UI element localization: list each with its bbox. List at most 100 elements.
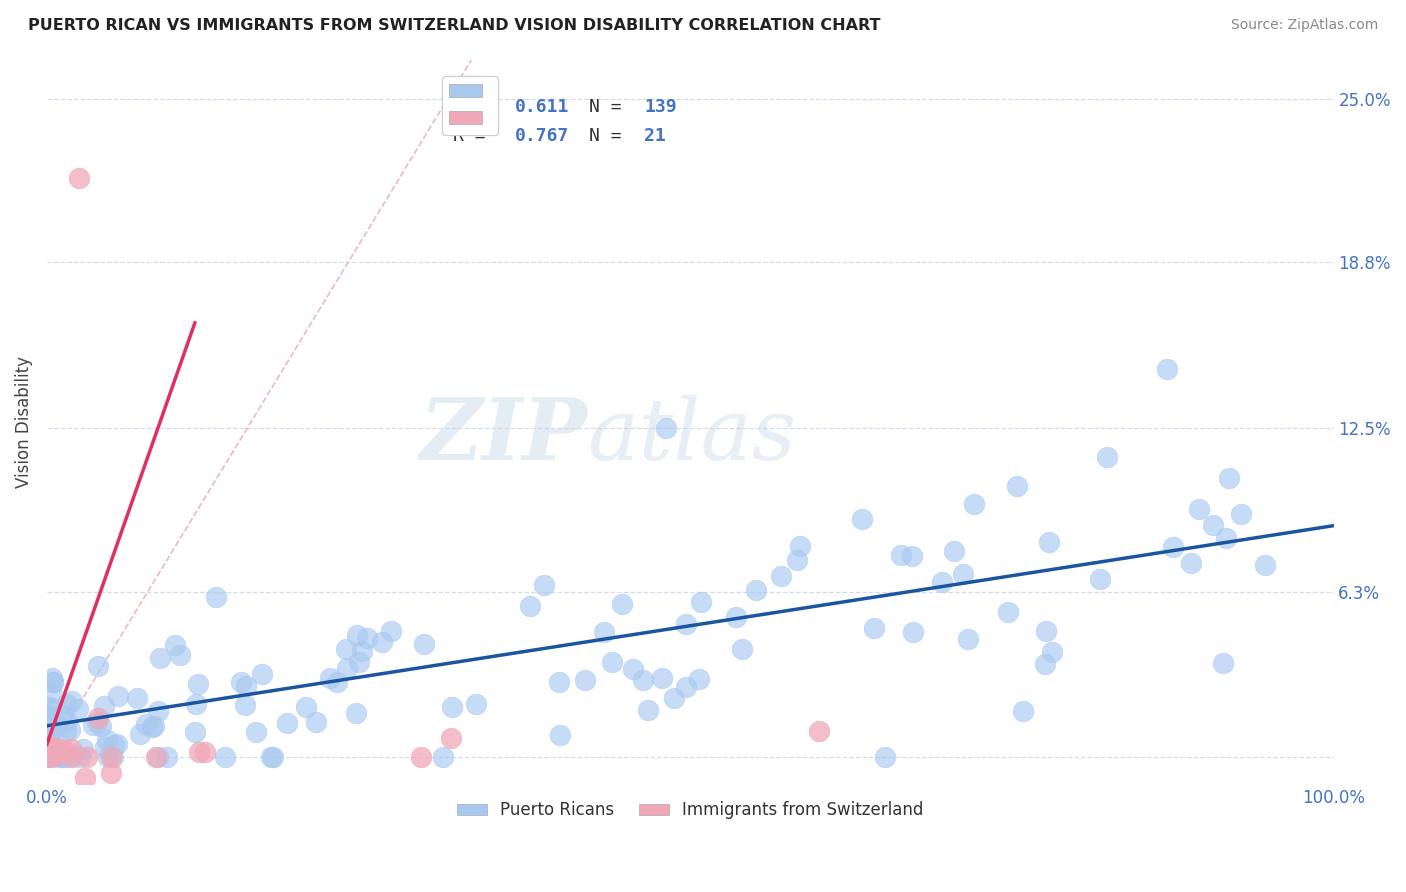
Point bbox=[156, 750, 179, 764]
Point bbox=[1202, 517, 1225, 532]
Point bbox=[1090, 572, 1112, 586]
Point bbox=[53, 748, 76, 763]
Point bbox=[1253, 558, 1275, 573]
Point bbox=[214, 750, 236, 764]
Point bbox=[1230, 507, 1253, 521]
Point bbox=[1012, 704, 1035, 718]
Point bbox=[548, 728, 571, 742]
Point bbox=[731, 642, 754, 657]
Point bbox=[851, 512, 873, 526]
Point bbox=[931, 575, 953, 590]
Point bbox=[87, 711, 110, 725]
Text: 0.611: 0.611 bbox=[515, 97, 569, 116]
Point bbox=[533, 578, 555, 592]
Point bbox=[347, 655, 370, 669]
Point bbox=[56, 750, 79, 764]
Point bbox=[72, 742, 94, 756]
Point bbox=[37, 750, 59, 764]
Point bbox=[1188, 501, 1211, 516]
Point bbox=[39, 727, 62, 741]
Point bbox=[148, 651, 170, 665]
Point bbox=[745, 582, 768, 597]
Point bbox=[86, 714, 108, 729]
Point bbox=[631, 673, 654, 688]
Point bbox=[101, 750, 124, 764]
Point bbox=[42, 675, 65, 690]
Point bbox=[44, 740, 66, 755]
Point bbox=[93, 698, 115, 713]
Text: N =: N = bbox=[589, 97, 633, 116]
Text: PUERTO RICAN VS IMMIGRANTS FROM SWITZERLAND VISION DISABILITY CORRELATION CHART: PUERTO RICAN VS IMMIGRANTS FROM SWITZERL… bbox=[28, 18, 880, 33]
Point bbox=[319, 671, 342, 685]
Text: 21: 21 bbox=[644, 127, 665, 145]
Point bbox=[60, 694, 83, 708]
Text: Source: ZipAtlas.com: Source: ZipAtlas.com bbox=[1230, 18, 1378, 32]
Point bbox=[229, 675, 252, 690]
Point bbox=[1212, 657, 1234, 671]
Point bbox=[245, 725, 267, 739]
Point bbox=[621, 662, 644, 676]
Point bbox=[100, 749, 122, 764]
Point bbox=[41, 672, 63, 686]
Point bbox=[49, 750, 72, 764]
Point bbox=[1038, 534, 1060, 549]
Point bbox=[1005, 479, 1028, 493]
Point bbox=[37, 750, 59, 764]
Point bbox=[42, 674, 65, 689]
Point bbox=[1180, 556, 1202, 570]
Point bbox=[187, 745, 209, 759]
Point bbox=[807, 724, 830, 739]
Point bbox=[148, 704, 170, 718]
Point bbox=[56, 714, 79, 728]
Point bbox=[235, 679, 257, 693]
Point bbox=[146, 750, 169, 764]
Point bbox=[184, 725, 207, 739]
Point bbox=[675, 681, 697, 695]
Point bbox=[38, 729, 60, 743]
Point bbox=[41, 750, 63, 764]
Point bbox=[38, 700, 60, 714]
Y-axis label: Vision Disability: Vision Disability bbox=[15, 356, 32, 488]
Point bbox=[87, 659, 110, 673]
Point bbox=[262, 750, 284, 764]
Text: N =: N = bbox=[589, 127, 633, 145]
Point bbox=[67, 171, 90, 186]
Point bbox=[145, 749, 167, 764]
Point bbox=[1033, 657, 1056, 672]
Point bbox=[105, 737, 128, 751]
Point bbox=[103, 739, 125, 753]
Point bbox=[1040, 645, 1063, 659]
Point bbox=[655, 421, 678, 435]
Point bbox=[135, 717, 157, 731]
Text: ZIP: ZIP bbox=[419, 394, 588, 478]
Point bbox=[962, 497, 984, 511]
Point bbox=[141, 720, 163, 734]
Point bbox=[169, 648, 191, 662]
Point bbox=[1156, 361, 1178, 376]
Point bbox=[94, 739, 117, 754]
Point bbox=[592, 624, 614, 639]
Point bbox=[952, 566, 974, 581]
Point bbox=[59, 741, 82, 756]
Point bbox=[903, 625, 925, 640]
Point bbox=[59, 723, 82, 738]
Point bbox=[336, 661, 359, 675]
Point bbox=[997, 605, 1019, 619]
Point bbox=[37, 708, 59, 723]
Point bbox=[41, 701, 63, 715]
Point bbox=[75, 772, 97, 786]
Point bbox=[37, 750, 59, 764]
Point bbox=[440, 699, 463, 714]
Point bbox=[96, 733, 118, 747]
Point bbox=[37, 743, 59, 757]
Point bbox=[96, 750, 118, 764]
Text: R =: R = bbox=[454, 127, 496, 145]
Point bbox=[56, 698, 79, 712]
Point bbox=[548, 675, 571, 690]
Point bbox=[519, 599, 541, 613]
Point bbox=[890, 548, 912, 562]
Point bbox=[690, 595, 713, 609]
Point bbox=[305, 714, 328, 729]
Point bbox=[295, 700, 318, 714]
Point bbox=[66, 702, 89, 716]
